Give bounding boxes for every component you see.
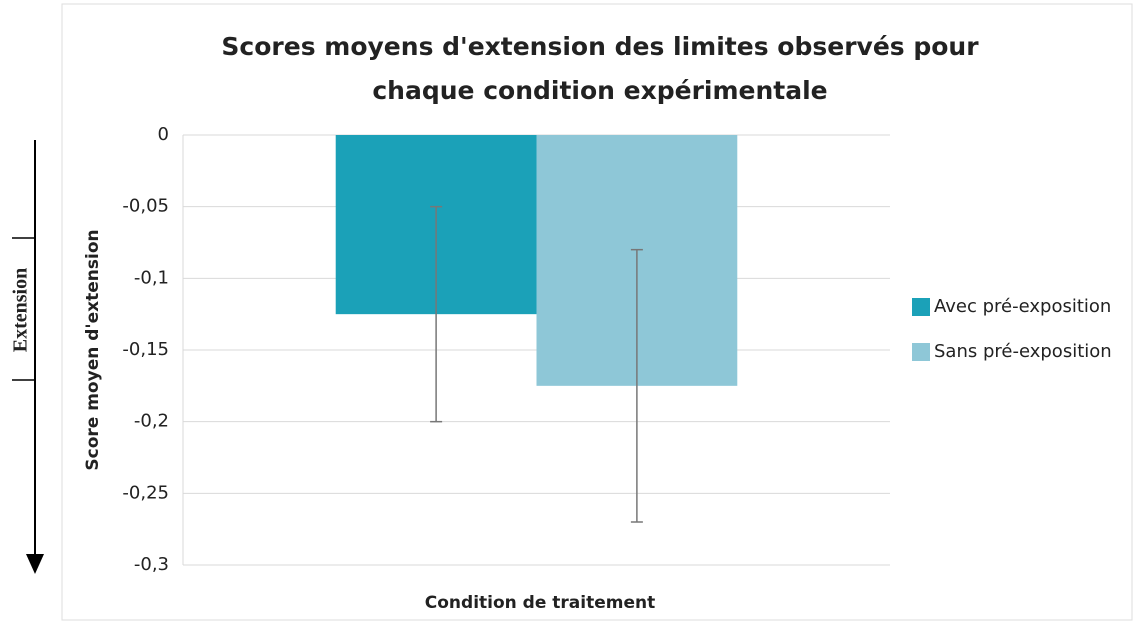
y-tick-label: -0,3 xyxy=(134,554,169,575)
y-tick-label: 0 xyxy=(158,124,169,145)
legend-swatch xyxy=(912,298,930,316)
x-axis-title: Condition de traitement xyxy=(425,593,655,613)
legend-label: Sans pré-exposition xyxy=(934,341,1112,362)
annotation: Extension xyxy=(10,268,32,352)
legend-swatch xyxy=(912,343,930,361)
y-tick-label: -0,15 xyxy=(122,339,169,360)
y-tick-label: -0,05 xyxy=(122,196,169,217)
y-tick-label: -0,25 xyxy=(122,482,169,503)
annotation-arrowhead xyxy=(26,554,44,574)
y-tick-label: -0,2 xyxy=(134,411,169,432)
chart-title: chaque condition expérimentale xyxy=(372,76,827,105)
y-tick-label: -0,1 xyxy=(134,267,169,288)
chart-title: Scores moyens d'extension des limites ob… xyxy=(221,32,979,61)
legend-label: Avec pré-exposition xyxy=(934,296,1111,317)
y-axis-title: Score moyen d'extension xyxy=(83,229,103,470)
